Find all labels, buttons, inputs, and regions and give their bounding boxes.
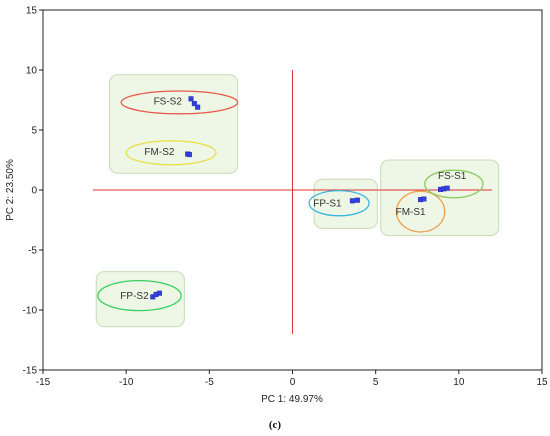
x-axis-ticks: -15 -10 -5 0 5 10 15: [36, 370, 548, 388]
data-point-fm-s1-2: [421, 196, 427, 202]
y-tick-label: 10: [26, 66, 38, 77]
cluster-boxes: [95, 74, 500, 328]
group-ellipses: [97, 90, 484, 312]
x-tick-label: 0: [290, 377, 296, 388]
y-axis-ticks: -15 -10 -5 0 5 10 15: [23, 6, 43, 377]
data-point-fs-s1-3: [444, 185, 450, 191]
x-tick-label: 5: [373, 377, 379, 388]
cluster-box-2: [95, 271, 185, 328]
data-point-fs-s2-3: [195, 104, 201, 110]
cluster-box-1: [109, 74, 239, 174]
group-ellipse-fs-s2: [120, 90, 239, 115]
group-ellipse-fp-s1: [308, 189, 370, 217]
x-tick-label: -10: [119, 377, 134, 388]
data-point-fs-s2-2: [191, 101, 197, 107]
group-label-fs-s1: FS-S1: [438, 171, 467, 182]
y-tick-label: -15: [23, 366, 38, 377]
y-tick-label: -10: [23, 306, 38, 317]
group-label-fm-s2: FM-S2: [144, 147, 174, 158]
data-point-fs-s2-1: [188, 96, 194, 102]
y-tick-label: 15: [26, 6, 38, 17]
group-labels: FS-S2 FM-S2 FP-S1 FM-S1 FS-S1 FP-S2: [120, 97, 466, 302]
group-label-fm-s1: FM-S1: [396, 207, 426, 218]
x-tick-label: 10: [453, 377, 465, 388]
data-point-fp-s1-2: [354, 197, 360, 203]
x-tick-label: 15: [536, 377, 548, 388]
y-tick-label: -5: [28, 246, 37, 257]
data-points: [150, 96, 450, 300]
group-ellipse-fm-s1: [395, 190, 446, 233]
y-axis-label: PC 2: 23.50%: [5, 159, 16, 221]
cluster-box-4: [380, 159, 500, 237]
x-tick-label: -5: [205, 377, 214, 388]
x-tick-label: -15: [36, 377, 51, 388]
group-ellipse-fs-s1: [424, 169, 484, 199]
group-label-fp-s1: FP-S1: [313, 199, 342, 210]
group-ellipse-fp-s2: [97, 279, 182, 312]
reference-lines: [92, 70, 493, 334]
group-ellipse-fm-s2: [125, 140, 217, 166]
data-point-fp-s2-3: [156, 290, 162, 296]
data-point-fm-s2-2: [186, 152, 192, 158]
data-point-fp-s1-1: [349, 198, 355, 204]
y-tick-label: 0: [31, 186, 37, 197]
y-tick-label: 5: [31, 126, 37, 137]
figure-caption: (c): [269, 419, 282, 431]
group-label-fp-s2: FP-S2: [120, 291, 149, 302]
group-label-fs-s2: FS-S2: [154, 97, 183, 108]
x-axis-label: PC 1: 49.97%: [261, 394, 323, 405]
